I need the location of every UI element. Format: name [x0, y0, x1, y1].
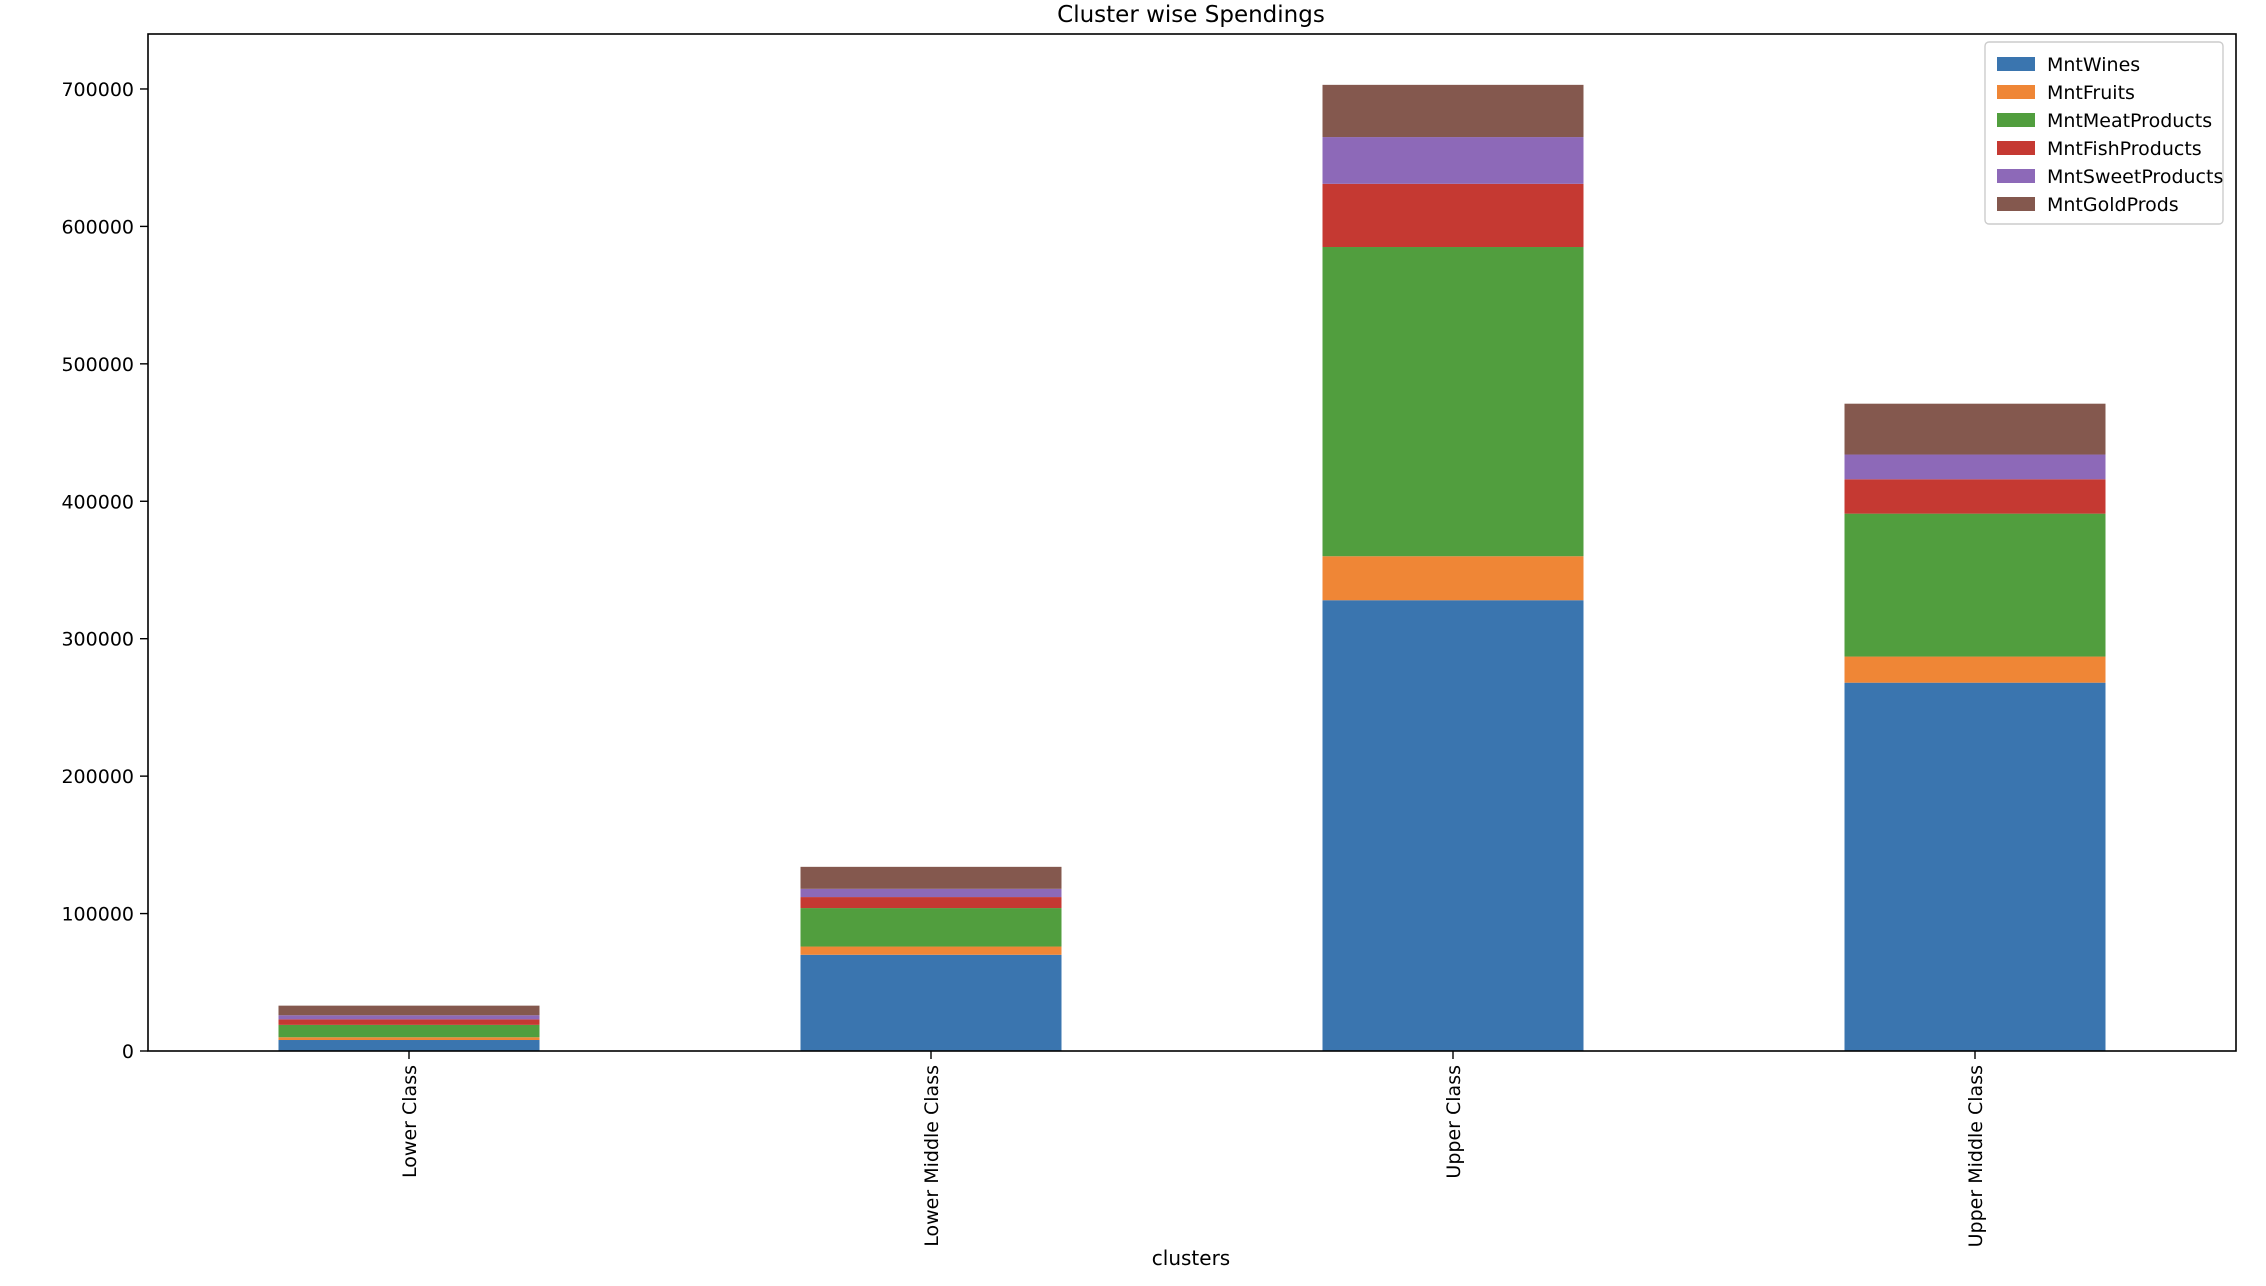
bar-segment-mntfishproducts — [278, 1019, 540, 1025]
bar-segment-mntfishproducts — [1322, 183, 1584, 248]
legend-box — [1984, 41, 2224, 225]
bar-segment-mntwines — [1322, 600, 1584, 1051]
bar-segment-mntsweetproducts — [1322, 137, 1584, 184]
y-tick-label: 0 — [122, 1041, 134, 1063]
bar-segment-mntfishproducts — [1844, 479, 2106, 514]
bar-segment-mntsweetproducts — [278, 1015, 540, 1020]
bar-segment-mntfishproducts — [800, 897, 1062, 909]
bar-segment-mntsweetproducts — [800, 888, 1062, 898]
bar-segment-mntmeatproducts — [800, 908, 1062, 947]
bar-segment-mntsweetproducts — [1844, 454, 2106, 480]
bar-segment-mntwines — [1844, 682, 2106, 1051]
legend-label: MntGoldProds — [2047, 194, 2179, 216]
legend-swatch — [1997, 141, 2035, 155]
x-axis-title: clusters — [1152, 1246, 1230, 1270]
bar-segment-mntwines — [278, 1040, 540, 1051]
bar-segment-mntgoldprods — [1322, 84, 1584, 138]
bar-segment-mntgoldprods — [278, 1005, 540, 1016]
legend-label: MntWines — [2047, 54, 2140, 76]
x-tick-label: Lower Middle Class — [921, 1065, 943, 1247]
bar-segment-mntfruits — [1844, 656, 2106, 683]
y-tick-label: 500000 — [61, 354, 134, 376]
bar-segment-mntmeatproducts — [1844, 513, 2106, 657]
legend-swatch — [1997, 197, 2035, 211]
bar-segment-mntmeatproducts — [278, 1024, 540, 1038]
chart-title: Cluster wise Spendings — [1057, 2, 1325, 28]
x-tick-label: Upper Middle Class — [1965, 1065, 1987, 1247]
bar-segment-mntwines — [800, 954, 1062, 1051]
legend-label: MntMeatProducts — [2047, 110, 2212, 132]
y-tick-label: 100000 — [61, 904, 134, 926]
legend: MntWines MntFruits MntMeatProducts MntFishP… — [1984, 41, 2224, 225]
x-tick-label: Upper Class — [1443, 1065, 1465, 1179]
bar-segment-mntmeatproducts — [1322, 247, 1584, 557]
legend-swatch — [1997, 85, 2035, 99]
y-tick-label: 700000 — [61, 79, 134, 101]
y-tick-label: 300000 — [61, 629, 134, 651]
y-tick-label: 200000 — [61, 766, 134, 788]
plot-frame — [147, 33, 2237, 1052]
bars-layer — [278, 84, 2106, 1051]
legend-swatch — [1997, 113, 2035, 127]
x-tick-label: Lower Class — [399, 1065, 421, 1178]
legend-swatch — [1997, 169, 2035, 183]
bar-segment-mntfruits — [1322, 556, 1584, 601]
legend-swatch — [1997, 57, 2035, 71]
y-tick-label: 400000 — [61, 491, 134, 513]
bar-segment-mntfruits — [278, 1037, 540, 1041]
legend-label: MntFruits — [2047, 82, 2135, 104]
bar-segment-mntfruits — [800, 946, 1062, 955]
y-tick-label: 600000 — [61, 216, 134, 238]
legend-label: MntFishProducts — [2047, 138, 2202, 160]
axes-layer: 0 100000 200000 300000 400000 500000 600000 700… — [61, 33, 2237, 1247]
legend-label: MntSweetProducts — [2047, 166, 2223, 188]
bar-segment-mntgoldprods — [800, 866, 1062, 889]
bar-segment-mntgoldprods — [1844, 403, 2106, 455]
